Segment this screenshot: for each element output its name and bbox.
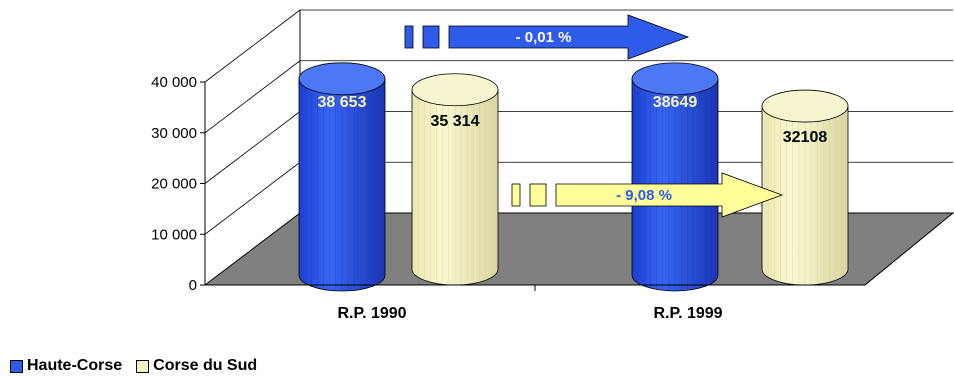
cylinder-top [298,62,386,96]
y-tick-label: 30 000 [151,125,197,142]
arrow-tail-block [422,25,440,49]
legend-item-haute-corse: Haute-Corse [10,357,122,375]
arrow-shaft [448,14,690,60]
cylinder-haute-corse-1: 38649 [631,62,719,292]
category-label-0: R.P. 1990 [337,305,406,322]
gridline-side [204,111,301,184]
gridline-side [204,9,301,83]
x-axis-categories: R.P. 1990 R.P. 1999 [205,284,865,322]
trend-arrows: - 0,01 % - 9,08 % [404,14,784,218]
cylinder-top [761,89,849,123]
data-label: 32108 [783,129,828,146]
cylinder-top [631,62,719,96]
cylinder-corse-du-sud-0: 35 314 [411,73,499,286]
trend-arrow-0: - 0,01 % [404,14,690,60]
arrow-tail-block [529,183,547,207]
data-label: 35 314 [431,113,480,130]
y-tick-label: 0 [189,277,197,294]
gridline-side [204,60,301,134]
arrow-tail-block [404,25,414,49]
category-label-1: R.P. 1999 [653,305,722,322]
arrow-tail-block [511,183,521,207]
arrow-label: - 9,08 % [616,187,672,204]
y-tick-label: 20 000 [151,176,197,193]
legend-label-haute-corse: Haute-Corse [27,357,123,374]
arrow-label: - 0,01 % [516,29,572,46]
legend-swatch-haute-corse [10,359,23,373]
data-label: 38649 [653,94,698,111]
gridline-side [204,161,301,235]
legend-label-corse-du-sud: Corse du Sud [153,357,258,374]
chart-legend: Haute-Corse Corse du Sud [10,357,257,375]
y-tick-label: 10 000 [151,226,197,243]
y-tick-label: 40 000 [151,74,197,91]
legend-swatch-corse-du-sud [136,359,150,373]
cylinder-top [411,73,499,107]
legend-item-corse-du-sud: Corse du Sud [136,357,257,375]
trend-arrow-1: - 9,08 % [511,172,784,218]
y-axis-ticks: 0 10 000 20 000 30 000 40 000 [151,74,205,294]
cylinder-haute-corse-0: 38 653 [298,62,386,292]
chart-bars: 38 653 38649 35 314 32108 [298,62,849,292]
arrow-shaft [555,172,784,218]
data-label: 38 653 [318,94,367,111]
cylinder-corse-du-sud-1: 32108 [761,89,849,286]
